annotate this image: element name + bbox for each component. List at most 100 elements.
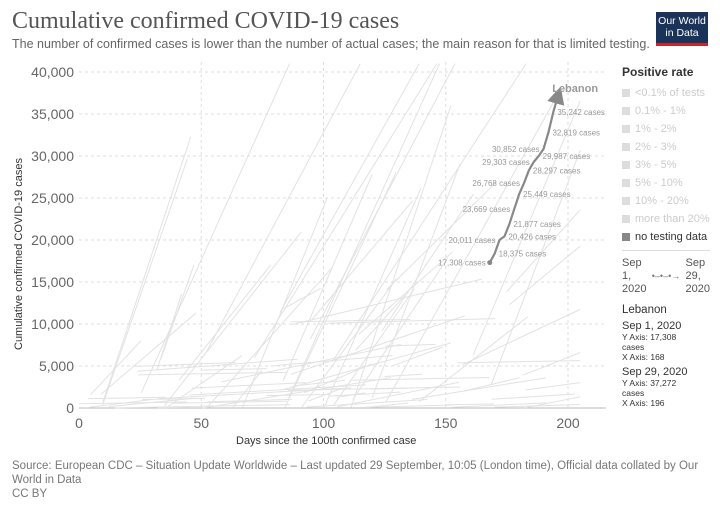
other-country-line [390,346,443,367]
y-tick-label: 15,000 [31,274,74,290]
other-country-line [287,386,461,391]
other-country-line [328,391,401,397]
other-country-line [288,63,441,399]
series-label-lebanon: Lebanon [552,83,598,95]
other-country-line [135,362,236,367]
legend-swatch [622,125,630,133]
legend-title: Positive rate [622,65,694,79]
lebanon-point [508,223,511,226]
timeline-start[interactable]: Sep 1, 2020 [622,257,646,296]
other-country-line [300,278,397,409]
timeline-connector-icon: •–•–•→ [651,271,681,281]
legend-item[interactable]: no testing data [622,228,718,246]
other-country-line [306,399,428,408]
other-country-line [464,377,520,392]
logo-line-1: Our World [658,15,706,27]
legend-item[interactable]: 2% - 3% [622,138,718,156]
tooltip-entity: Lebanon [622,304,667,316]
timeline[interactable]: Sep 1, 2020 •–•–•→ Sep 29, 2020 [622,257,710,296]
legend-label: 10% - 20% [635,195,689,207]
tooltip-y: Y Axis: 37,272 [622,378,677,388]
other-country-line [138,371,288,376]
y-tick-label: 20,000 [31,232,74,248]
tooltip-point-end: Sep 29, 2020 Y Axis: 37,272 cases X Axis… [622,366,718,408]
other-country-line [100,312,197,395]
other-country-line [472,100,581,356]
tooltip-date: Sep 29, 2020 [622,366,688,378]
other-country-line [171,400,287,404]
lebanon-data-label: 29,987 cases [543,152,591,161]
legend: Positive rate <0.1% of tests 0.1% - 1% 1% … [622,65,718,408]
other-country-line [506,209,581,293]
legend-label: 5% - 10% [635,177,683,189]
lebanon-point [547,131,550,134]
legend-swatch [622,161,630,169]
lebanon-data-label: 20,426 cases [508,232,556,241]
legend-label: 2% - 3% [635,141,677,153]
legend-label: more than 20% [635,213,710,225]
y-tick-label: 25,000 [31,190,74,206]
legend-swatch [622,107,630,115]
other-country-line [114,404,291,409]
x-tick-label: 200 [556,415,580,431]
license-link[interactable]: CC BY [12,488,48,500]
tl-end-year: 2020 [685,283,710,295]
legend-item[interactable]: 5% - 10% [622,174,718,192]
legend-item[interactable]: 0.1% - 1% [622,102,718,120]
other-country-line [351,377,490,381]
timeline-end[interactable]: Sep 29, 2020 [686,257,710,296]
other-country-line [165,355,243,409]
other-country-line [156,294,183,371]
legend-item[interactable]: 1% - 2% [622,120,718,138]
legend-item[interactable]: 10% - 20% [622,192,718,210]
other-country-line [102,158,188,405]
y-tick-label: 10,000 [31,316,74,332]
other-country-line [140,63,291,394]
y-tick-label: 0 [66,400,74,416]
other-country-line [290,315,465,375]
other-country-line [525,382,581,391]
legend-divider [622,250,710,251]
legend-label: 3% - 5% [635,159,677,171]
y-tick-label: 30,000 [31,148,74,164]
other-country-line [362,404,453,408]
other-country-line [79,401,187,405]
other-country-line [191,382,306,389]
other-country-line [328,318,496,324]
other-country-line [293,379,346,387]
legend-item[interactable]: <0.1% of tests [622,84,718,102]
lebanon-point [557,94,560,96]
other-country-line [386,181,497,291]
tooltip-y: Y Axis: 17,308 [622,332,677,342]
x-tick-label: 150 [434,415,458,431]
lebanon-data-label: 32,819 cases [552,128,600,137]
tl-end-month: Sep [685,257,706,269]
y-tick-label: 5,000 [39,358,74,374]
other-country-line [411,377,546,400]
lebanon-data-label: 18,375 cases [499,250,547,259]
other-country-line [137,358,298,372]
other-country-line [157,406,189,409]
other-country-line [522,352,581,376]
other-country-line [291,278,483,326]
tooltip-x: X Axis: 168 [622,352,665,362]
other-country-line [385,92,560,403]
other-country-line [201,368,267,371]
lebanon-data-label: 28,297 cases [533,166,581,175]
other-country-line [204,63,361,356]
owid-logo[interactable]: Our World in Data [656,12,708,46]
other-country-line [207,267,333,408]
other-country-line [87,396,166,400]
y-axis-label: Cumulative confirmed COVID-19 cases [13,158,25,350]
lebanon-point [503,235,506,238]
legend-item[interactable]: more than 20% [622,210,718,228]
tl-end-day: 29, [685,270,701,282]
other-country-line [178,264,272,381]
other-country-line [323,187,422,408]
tooltip-unit: cases [622,342,645,352]
lebanon-data-label: 26,768 cases [472,179,520,188]
lebanon-point [513,208,516,210]
legend-item[interactable]: 3% - 5% [622,156,718,174]
